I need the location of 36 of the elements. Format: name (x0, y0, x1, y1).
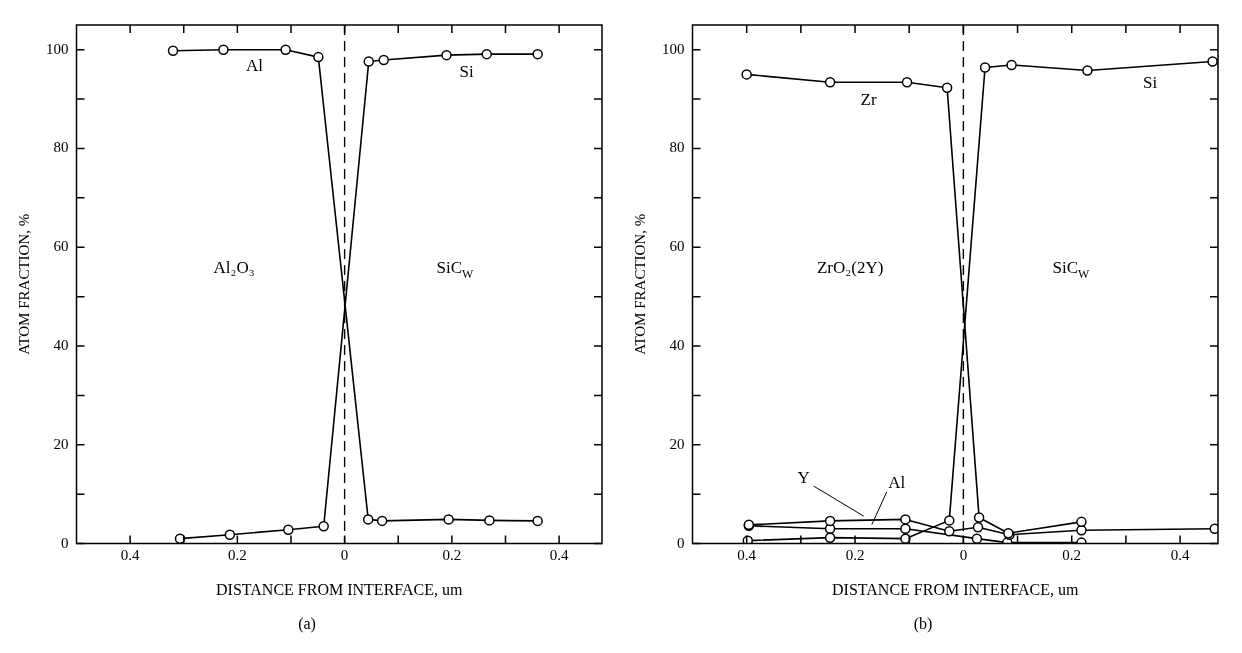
x-tick-label: 0.2 (442, 546, 462, 563)
annotation: ZrO₂(2Y) (816, 258, 884, 278)
x-tick-label: 0.2 (1062, 546, 1082, 563)
text: (a) (298, 614, 316, 633)
series-label: Zr (860, 89, 877, 109)
text: Y (797, 467, 810, 487)
series-label: Si (459, 62, 474, 82)
series-label: Si (1142, 73, 1158, 93)
x-tick-label: 0 (959, 546, 968, 563)
y-axis-title: ATOM FRACTION, % (631, 213, 648, 355)
y-tick-label: 80 (53, 139, 69, 156)
y-axis-title: ATOM FRACTION, % (15, 213, 32, 355)
y-tick-label: 20 (53, 435, 69, 452)
y-tick-label: 0 (61, 534, 69, 551)
y-tick-label: 100 (662, 40, 685, 57)
series-label: Al (888, 473, 906, 493)
y-tick-label: 40 (53, 336, 69, 353)
annotation: Al₂O₃ (213, 258, 255, 278)
y-tick-label: 80 (669, 139, 685, 156)
x-tick-label: 0.4 (549, 546, 569, 563)
y-tick-label: 0 (677, 534, 685, 551)
x-tick-label: 0 (340, 546, 349, 563)
y-tick-label: 100 (46, 40, 69, 57)
y-tick-label: 60 (53, 238, 69, 255)
y-tick-label: 20 (669, 435, 685, 452)
x-axis-title: DISTANCE FROM INTERFACE, um (216, 581, 464, 599)
x-tick-label: 0.2 (227, 546, 247, 563)
y-tick-label: 60 (669, 238, 685, 255)
x-tick-label: 0.2 (845, 546, 865, 563)
x-tick-label: 0.4 (737, 546, 757, 563)
x-tick-label: 0.4 (1170, 546, 1190, 563)
x-axis-title: DISTANCE FROM INTERFACE, um (832, 581, 1080, 599)
y-tick-label: 40 (669, 336, 685, 353)
text: (b) (913, 614, 933, 633)
x-tick-label: 0.4 (120, 546, 140, 563)
series-label: Al (246, 56, 264, 76)
